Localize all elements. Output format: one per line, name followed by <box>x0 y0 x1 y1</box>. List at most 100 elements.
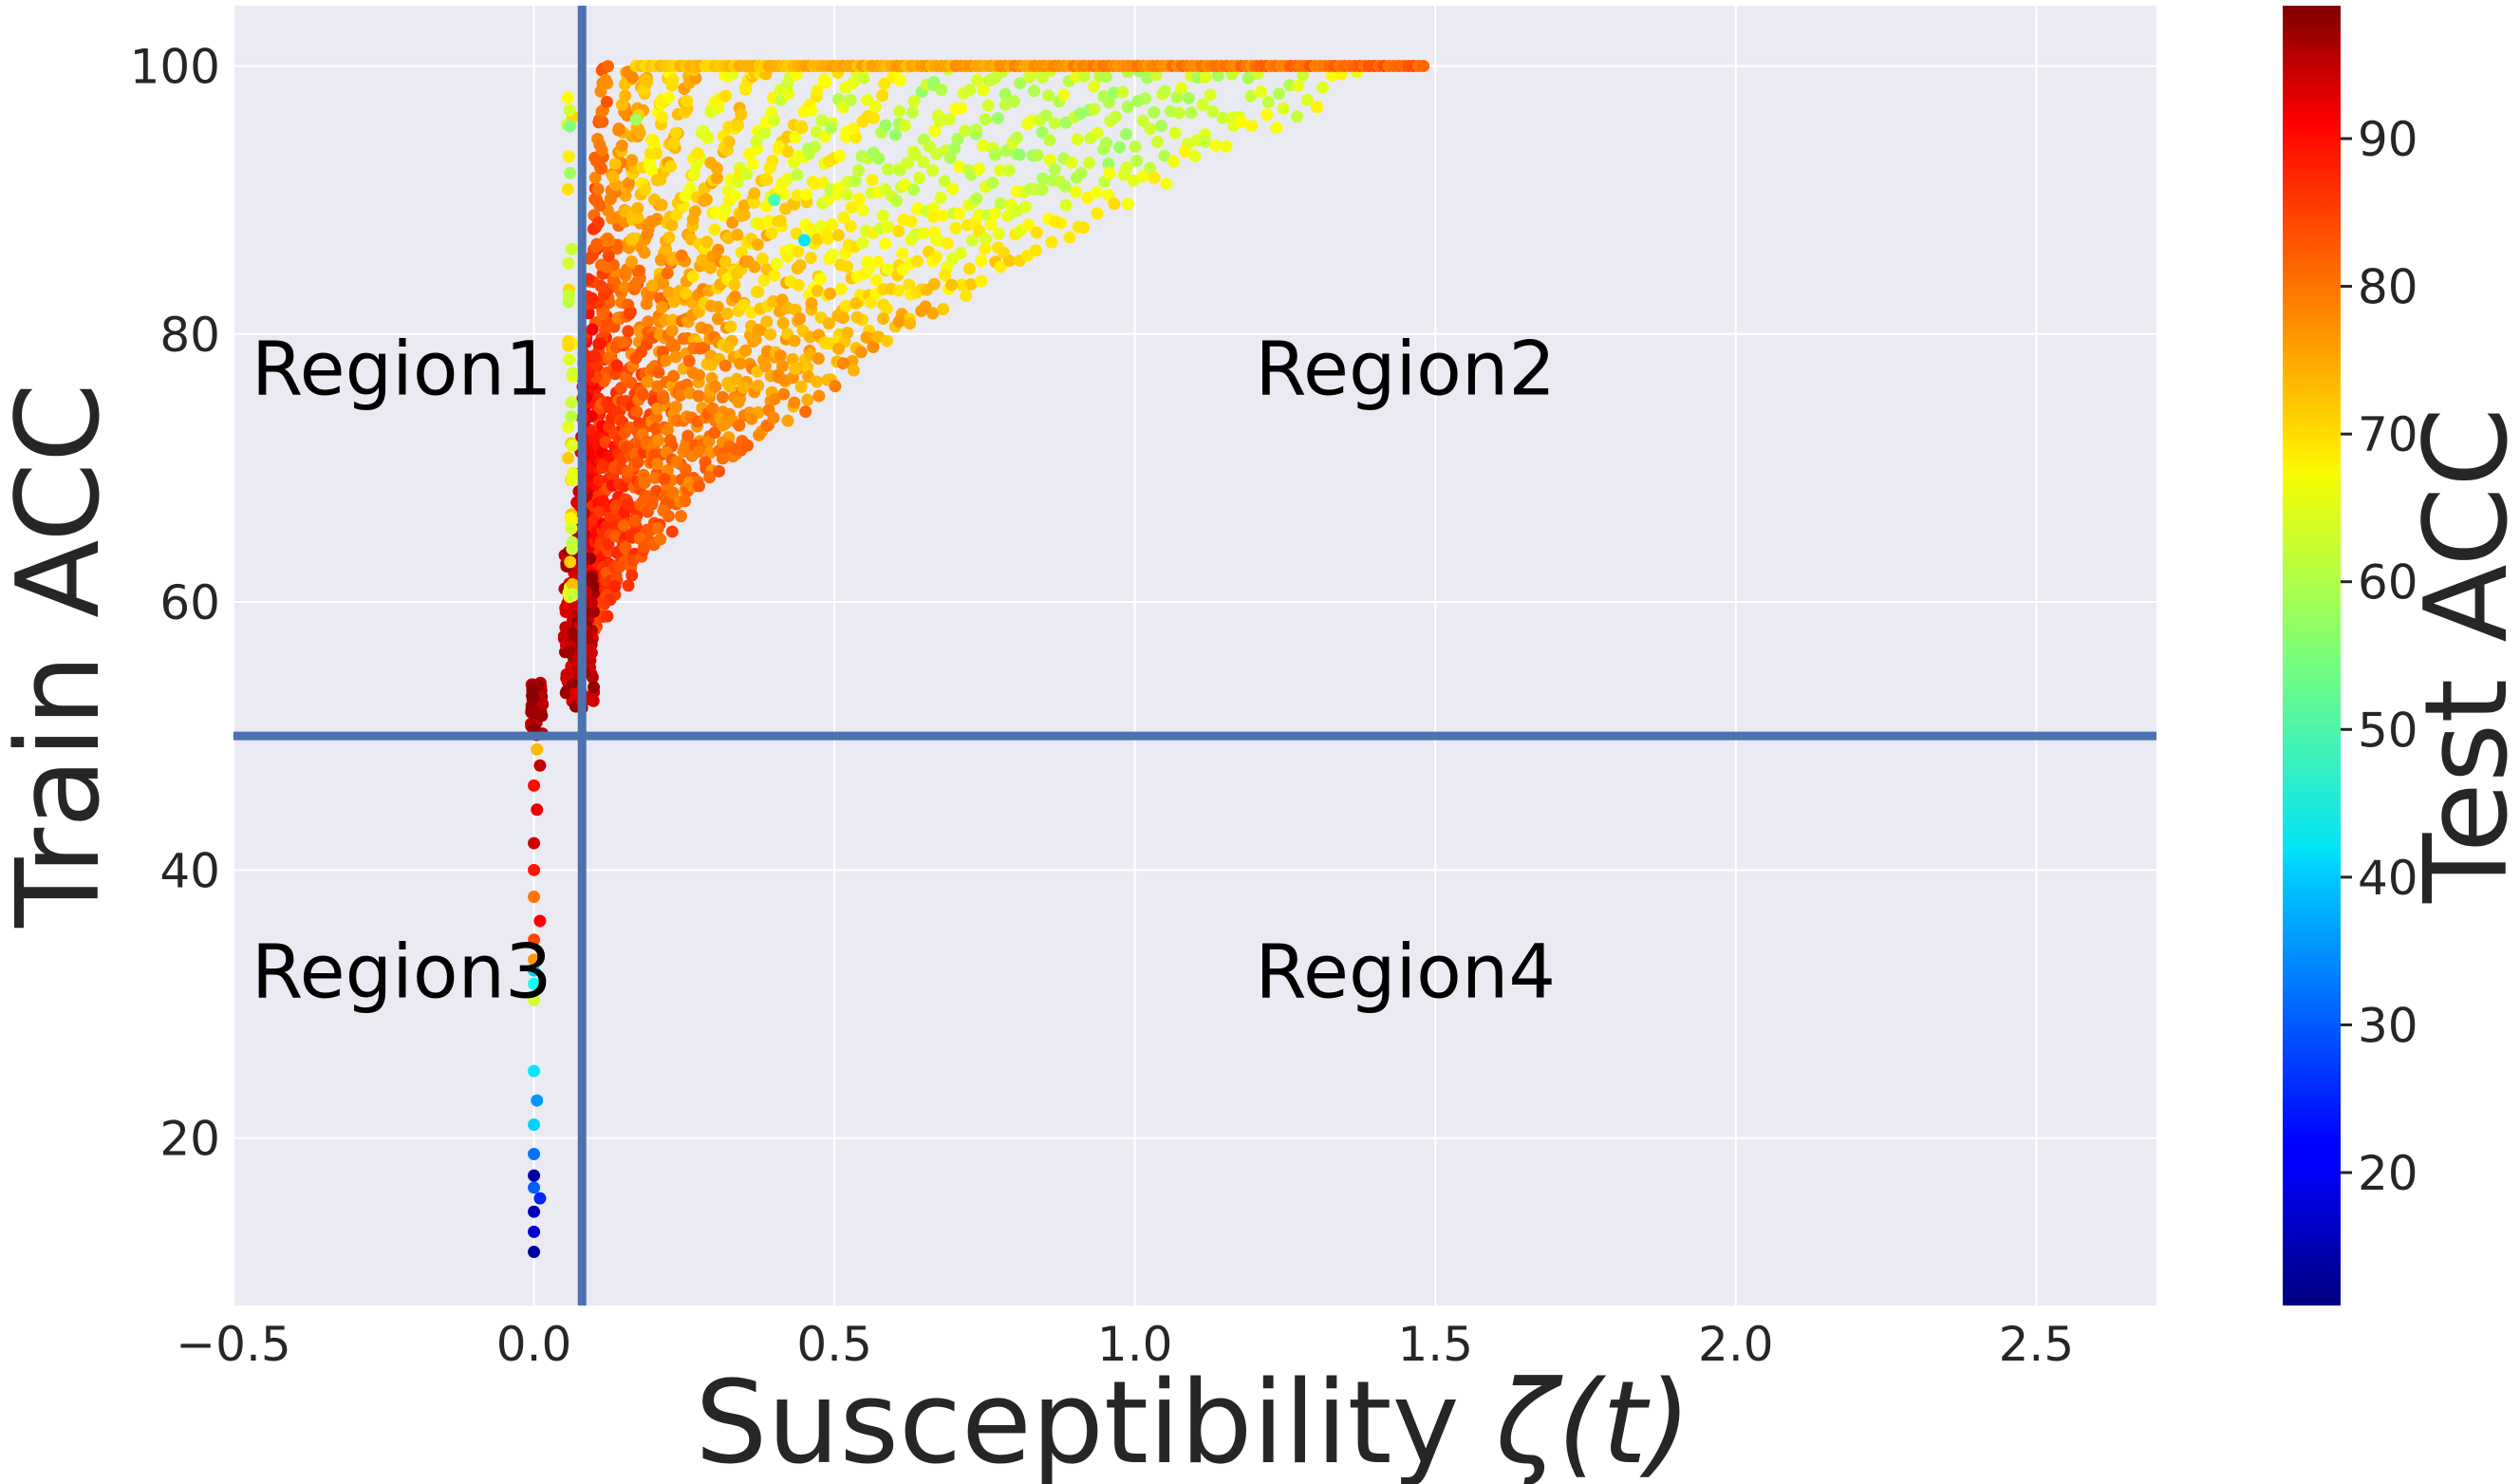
data-point <box>692 479 705 493</box>
data-point <box>593 198 607 212</box>
data-point <box>758 360 772 373</box>
data-point <box>717 419 730 432</box>
data-point <box>1058 179 1072 193</box>
data-point <box>681 95 694 108</box>
data-point <box>931 235 944 248</box>
data-point <box>589 240 603 254</box>
data-point <box>600 95 613 108</box>
data-point <box>860 330 873 344</box>
data-point <box>533 759 547 772</box>
data-point <box>1116 85 1129 99</box>
data-point <box>994 197 1007 210</box>
data-point <box>585 647 598 660</box>
data-point <box>991 111 1004 124</box>
data-point <box>528 1246 541 1259</box>
data-point <box>674 389 687 403</box>
data-point <box>720 307 734 320</box>
data-point <box>988 207 1001 220</box>
data-point <box>910 286 924 299</box>
data-point <box>879 237 892 251</box>
data-point <box>641 75 654 88</box>
data-point <box>799 405 812 419</box>
data-point <box>971 73 984 86</box>
data-point <box>608 580 622 593</box>
data-point <box>588 681 601 694</box>
data-point <box>970 192 983 205</box>
data-point <box>1039 109 1053 122</box>
data-point <box>564 166 577 179</box>
data-point <box>789 362 802 375</box>
data-point <box>593 138 607 151</box>
data-point <box>1057 88 1071 102</box>
data-point <box>712 243 725 256</box>
data-point <box>666 313 680 327</box>
data-point <box>1074 166 1088 179</box>
data-point <box>628 514 642 527</box>
data-point <box>604 511 617 524</box>
data-point <box>1097 142 1111 156</box>
data-point <box>625 71 639 85</box>
data-point <box>1325 68 1338 82</box>
data-point <box>657 392 670 405</box>
data-point <box>1185 106 1198 120</box>
data-point <box>1211 68 1224 82</box>
data-point <box>1028 85 1041 98</box>
data-point <box>734 357 747 370</box>
data-point <box>1091 126 1104 140</box>
data-point <box>764 328 777 341</box>
data-point <box>1292 79 1305 92</box>
data-point <box>1148 171 1161 184</box>
data-point <box>1102 157 1115 170</box>
data-point <box>564 512 577 525</box>
data-point <box>591 216 605 229</box>
scatter-points <box>525 60 1430 1259</box>
data-point <box>733 419 746 432</box>
data-point <box>1069 185 1082 198</box>
data-point <box>623 177 636 190</box>
data-point <box>896 247 909 260</box>
data-point <box>1196 98 1209 111</box>
data-point <box>841 188 854 201</box>
data-point <box>708 426 721 440</box>
data-point <box>945 278 959 291</box>
data-point <box>617 518 630 532</box>
data-point <box>631 201 644 215</box>
data-point <box>801 393 814 406</box>
data-point <box>1043 154 1056 167</box>
data-point <box>719 89 732 103</box>
data-point <box>614 382 627 395</box>
data-point <box>642 315 655 329</box>
data-point <box>757 273 771 287</box>
data-point <box>934 191 947 204</box>
data-point <box>1083 157 1096 170</box>
data-point <box>533 914 547 928</box>
data-point <box>949 221 962 235</box>
data-point <box>901 157 914 170</box>
data-point <box>774 349 787 363</box>
data-point <box>805 297 818 310</box>
data-point <box>782 87 795 101</box>
data-point <box>960 289 973 302</box>
data-point <box>562 334 575 348</box>
data-point <box>613 560 626 573</box>
data-point <box>588 171 602 184</box>
data-point <box>1088 80 1101 93</box>
data-point <box>863 262 876 275</box>
region-label: Region1 <box>252 327 552 412</box>
data-point <box>625 154 639 167</box>
data-point <box>852 193 866 206</box>
data-point <box>1273 87 1286 101</box>
data-point <box>760 315 774 329</box>
data-point <box>1148 105 1161 119</box>
data-point <box>645 498 659 511</box>
data-point <box>935 83 948 96</box>
data-point <box>667 137 681 150</box>
data-point <box>841 260 854 273</box>
data-point <box>844 93 857 106</box>
data-point <box>1316 81 1330 94</box>
data-point <box>1122 197 1135 211</box>
data-point <box>688 205 701 218</box>
data-point <box>972 208 985 221</box>
data-point <box>899 119 912 132</box>
x-axis-label-symbol: ζ(t) <box>1495 1358 1691 1484</box>
